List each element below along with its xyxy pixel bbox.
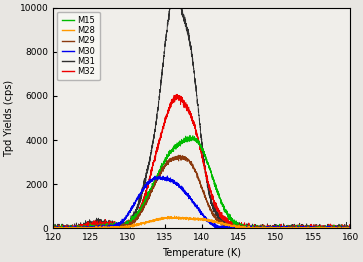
X-axis label: Temperature (K): Temperature (K) [162,248,241,258]
Line: M29: M29 [53,155,350,228]
M32 [51,224,56,227]
M15 [192,137,197,140]
M28 [267,227,271,230]
M30 [178,186,183,189]
Line: M15: M15 [53,135,350,228]
M30 [176,183,180,187]
M30 [339,226,343,230]
M29 [339,227,343,230]
M28 [192,217,197,220]
M15 [176,142,180,145]
M28 [172,214,177,217]
M28 [339,226,343,230]
M32 [324,226,329,229]
M28 [324,227,329,230]
M31 [192,73,197,76]
M15 [348,226,352,230]
M15 [51,226,56,230]
M28 [176,216,180,219]
Line: M28: M28 [53,216,350,228]
Line: M32: M32 [53,94,350,228]
M31 [51,225,56,228]
M29 [267,227,271,230]
M30 [51,226,56,229]
M30 [324,227,329,230]
M28 [51,227,56,230]
M32 [51,226,56,229]
M30 [51,227,56,230]
M31 [176,0,180,1]
M31 [267,226,271,229]
M28 [348,227,352,230]
Line: M31: M31 [53,0,350,227]
Line: M30: M30 [53,176,350,228]
M32 [339,225,343,228]
M32 [175,93,179,96]
M30 [192,203,197,206]
M32 [192,123,197,127]
M15 [188,134,192,137]
M32 [267,226,271,229]
M31 [51,226,56,229]
Y-axis label: Tpd Yields (cps): Tpd Yields (cps) [4,79,14,157]
M29 [51,227,56,230]
M32 [178,98,183,101]
M15 [267,226,271,230]
M31 [348,226,352,229]
M32 [348,226,352,229]
M29 [348,225,352,228]
M29 [176,157,180,160]
M15 [178,141,183,144]
M15 [339,225,343,228]
M28 [178,216,183,219]
M29 [177,154,181,157]
M29 [324,227,329,230]
M30 [165,174,170,177]
M15 [324,226,329,230]
M30 [348,227,352,230]
M31 [324,225,329,228]
M31 [339,226,343,229]
M15 [51,226,56,230]
M31 [178,2,183,5]
Legend: M15, M28, M29, M30, M31, M32: M15, M28, M29, M30, M31, M32 [57,12,99,80]
M30 [267,227,271,230]
M29 [192,168,197,171]
M29 [178,156,183,159]
M32 [176,94,180,97]
